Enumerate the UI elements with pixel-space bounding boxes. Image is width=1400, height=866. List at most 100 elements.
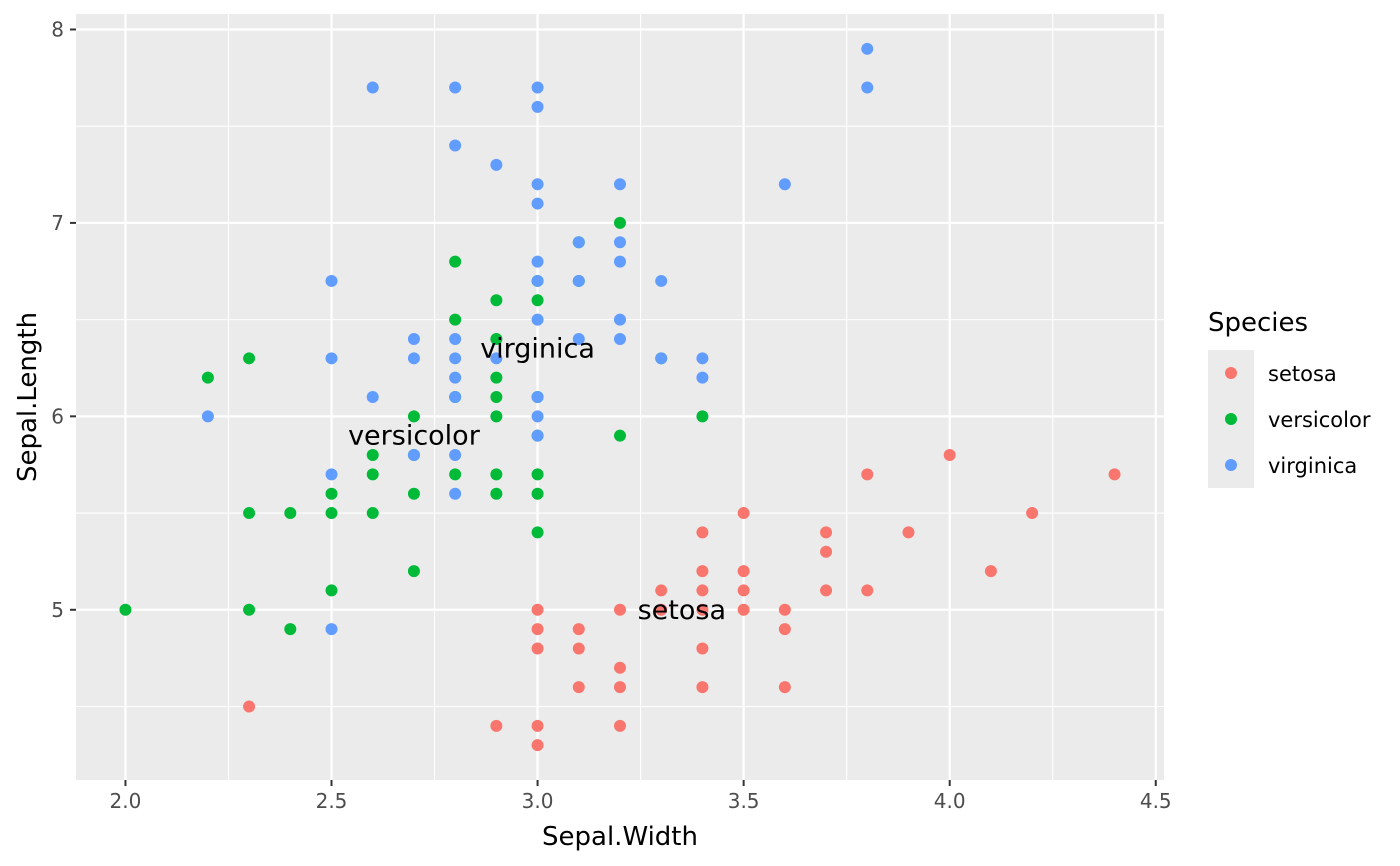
point-virginica: [449, 81, 462, 94]
legend-label-virginica: virginica: [1268, 454, 1357, 478]
point-virginica: [861, 81, 874, 94]
point-virginica: [531, 410, 544, 423]
point-setosa: [737, 565, 750, 578]
point-setosa: [820, 526, 833, 539]
point-virginica: [861, 42, 874, 55]
point-setosa: [696, 565, 709, 578]
point-virginica: [572, 236, 585, 249]
point-versicolor: [696, 410, 709, 423]
point-virginica: [531, 100, 544, 113]
x-tick-label: 4.0: [934, 789, 966, 813]
point-setosa: [572, 642, 585, 655]
point-versicolor: [407, 410, 420, 423]
point-setosa: [655, 603, 668, 616]
point-virginica: [655, 274, 668, 287]
point-virginica: [325, 352, 338, 365]
point-setosa: [614, 719, 626, 732]
point-versicolor: [490, 294, 503, 307]
point-versicolor: [284, 507, 297, 520]
point-versicolor: [243, 603, 256, 616]
x-tick-label: 2.0: [110, 789, 142, 813]
point-virginica: [531, 274, 544, 287]
point-virginica: [614, 178, 626, 191]
x-tick-label: 4.5: [1140, 789, 1172, 813]
point-virginica: [531, 197, 544, 210]
point-setosa: [861, 468, 874, 481]
point-virginica: [490, 352, 503, 365]
point-setosa: [737, 584, 750, 597]
point-versicolor: [531, 487, 544, 500]
y-tick-label: 7: [51, 211, 64, 235]
point-virginica: [490, 158, 503, 171]
point-setosa: [490, 719, 503, 732]
legend-label-versicolor: versicolor: [1268, 408, 1371, 432]
point-virginica: [655, 352, 668, 365]
point-setosa: [572, 623, 585, 636]
annotation-setosa: setosa: [638, 595, 726, 626]
point-virginica: [325, 623, 338, 636]
point-virginica: [325, 468, 338, 481]
point-versicolor: [531, 526, 544, 539]
point-virginica: [778, 178, 791, 191]
point-versicolor: [366, 449, 379, 462]
point-setosa: [1108, 468, 1121, 481]
point-versicolor: [243, 507, 256, 520]
point-setosa: [696, 681, 709, 694]
y-tick-label: 8: [51, 17, 64, 41]
point-setosa: [943, 449, 956, 462]
point-setosa: [572, 681, 585, 694]
point-setosa: [614, 661, 626, 674]
point-virginica: [449, 352, 462, 365]
point-virginica: [572, 274, 585, 287]
x-tick-label: 3.0: [522, 789, 554, 813]
point-virginica: [614, 313, 626, 326]
minor-gridlines: [76, 14, 1164, 780]
point-virginica: [407, 352, 420, 365]
point-setosa: [820, 584, 833, 597]
point-setosa: [902, 526, 915, 539]
point-setosa: [737, 507, 750, 520]
point-setosa: [531, 623, 544, 636]
point-virginica: [449, 332, 462, 345]
point-setosa: [696, 526, 709, 539]
point-versicolor: [407, 565, 420, 578]
point-versicolor: [490, 371, 503, 384]
point-setosa: [1026, 507, 1039, 520]
legend: Species setosa versicolor virginica: [1208, 308, 1371, 488]
point-versicolor: [325, 584, 338, 597]
y-tick-label: 6: [51, 404, 64, 428]
point-setosa: [614, 603, 626, 616]
point-virginica: [531, 313, 544, 326]
legend-key-virginica: [1225, 459, 1237, 471]
point-versicolor: [531, 468, 544, 481]
point-virginica: [614, 255, 626, 268]
point-virginica: [531, 178, 544, 191]
point-setosa: [531, 719, 544, 732]
plot-panel: [76, 14, 1164, 780]
point-setosa: [861, 584, 874, 597]
point-virginica: [366, 81, 379, 94]
x-tick-label: 3.5: [728, 789, 760, 813]
point-setosa: [531, 603, 544, 616]
point-virginica: [325, 274, 338, 287]
point-versicolor: [366, 507, 379, 520]
point-versicolor: [284, 623, 297, 636]
legend-label-setosa: setosa: [1268, 362, 1337, 386]
legend-key-setosa: [1225, 367, 1237, 379]
point-setosa: [820, 545, 833, 558]
point-virginica: [366, 391, 379, 403]
annotation-virginica: virginica: [480, 334, 595, 365]
point-setosa: [696, 603, 709, 616]
point-virginica: [407, 332, 420, 345]
point-versicolor: [325, 507, 338, 520]
legend-title: Species: [1208, 308, 1308, 338]
point-setosa: [778, 623, 791, 636]
point-setosa: [696, 642, 709, 655]
point-virginica: [449, 139, 462, 152]
major-gridlines: [76, 14, 1164, 780]
point-versicolor: [490, 468, 503, 481]
x-axis: 2.0 2.5 3.0 3.5 4.0 4.5: [110, 780, 1172, 813]
point-virginica: [696, 371, 709, 384]
point-virginica: [531, 429, 544, 442]
